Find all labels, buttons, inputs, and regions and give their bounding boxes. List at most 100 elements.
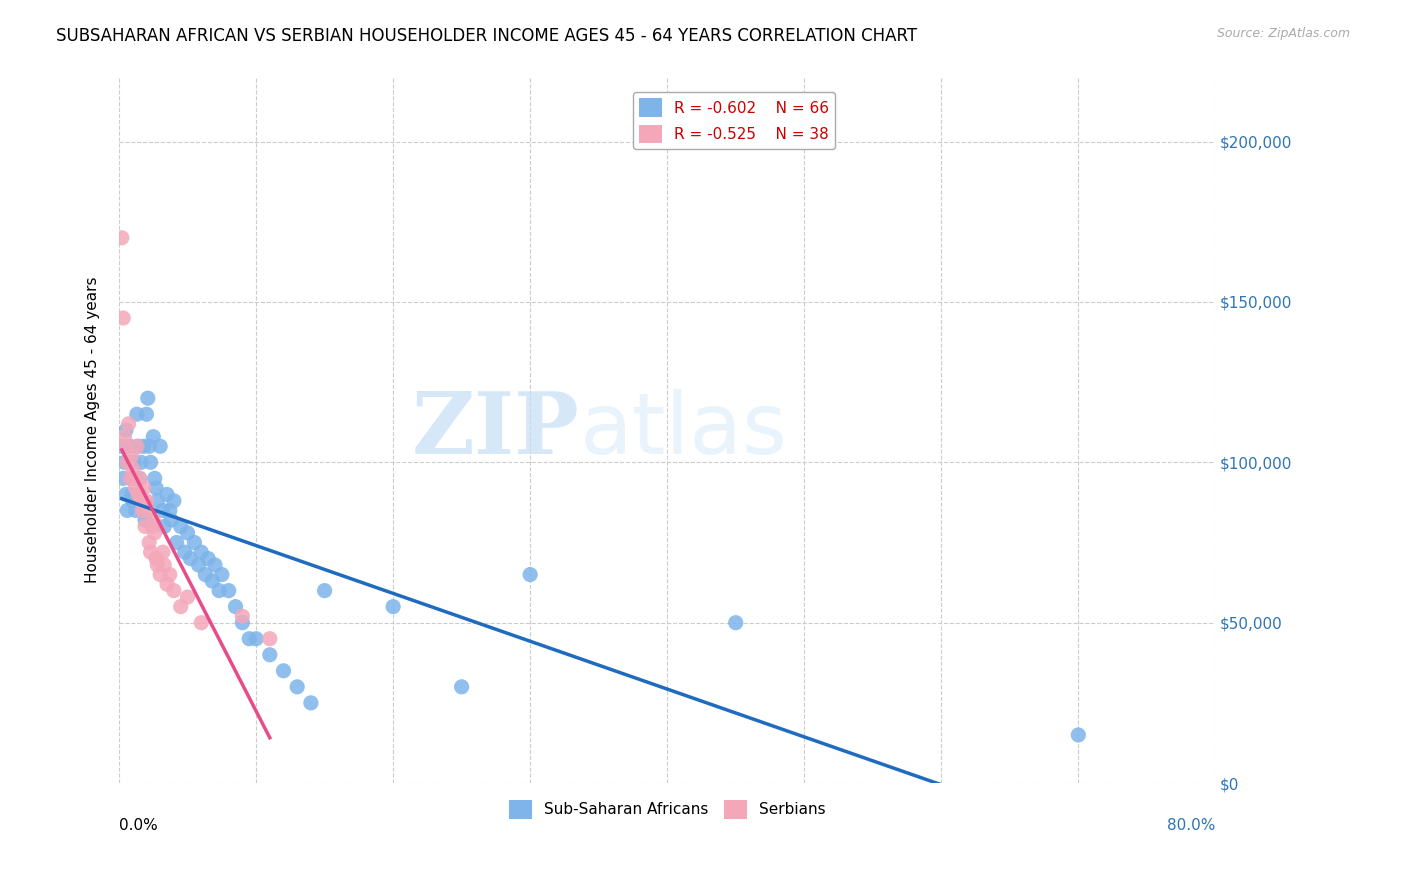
Y-axis label: Householder Income Ages 45 - 64 years: Householder Income Ages 45 - 64 years: [86, 277, 100, 583]
Point: [138, 439, 160, 453]
Point: [156, 577, 179, 591]
Point: [156, 487, 179, 501]
Point: [117, 455, 139, 469]
Point: [218, 583, 240, 598]
Point: [259, 632, 281, 646]
Point: [146, 493, 169, 508]
Point: [153, 519, 176, 533]
Point: [128, 471, 150, 485]
Point: [120, 449, 142, 463]
Point: [201, 574, 224, 588]
Point: [139, 545, 162, 559]
Point: [112, 471, 135, 485]
Point: [183, 535, 205, 549]
Point: [519, 567, 541, 582]
Point: [115, 487, 138, 501]
Point: [128, 487, 150, 501]
Point: [145, 481, 167, 495]
Point: [121, 493, 143, 508]
Point: [115, 423, 138, 437]
Text: ZIP: ZIP: [412, 388, 579, 472]
Point: [142, 430, 165, 444]
Text: Source: ZipAtlas.com: Source: ZipAtlas.com: [1216, 27, 1350, 40]
Point: [122, 455, 145, 469]
Point: [314, 583, 336, 598]
Point: [136, 391, 159, 405]
Point: [131, 503, 153, 517]
Text: SUBSAHARAN AFRICAN VS SERBIAN HOUSEHOLDER INCOME AGES 45 - 64 YEARS CORRELATION : SUBSAHARAN AFRICAN VS SERBIAN HOUSEHOLDE…: [56, 27, 917, 45]
Point: [160, 513, 183, 527]
Point: [124, 503, 146, 517]
Point: [173, 545, 195, 559]
Point: [118, 471, 141, 485]
Point: [121, 471, 143, 485]
Point: [115, 439, 138, 453]
Point: [450, 680, 472, 694]
Point: [141, 519, 163, 533]
Point: [117, 503, 139, 517]
Point: [159, 503, 181, 517]
Text: 80.0%: 80.0%: [1167, 818, 1215, 833]
Point: [152, 503, 174, 517]
Point: [125, 407, 148, 421]
Point: [124, 481, 146, 495]
Point: [259, 648, 281, 662]
Point: [132, 439, 155, 453]
Point: [163, 583, 186, 598]
Point: [299, 696, 322, 710]
Point: [194, 567, 217, 582]
Point: [138, 535, 160, 549]
Point: [225, 599, 247, 614]
Point: [149, 567, 172, 582]
Point: [245, 632, 267, 646]
Point: [208, 583, 231, 598]
Point: [149, 439, 172, 453]
Point: [166, 535, 188, 549]
Point: [120, 487, 142, 501]
Point: [136, 503, 159, 517]
Point: [152, 545, 174, 559]
Point: [139, 455, 162, 469]
Point: [1067, 728, 1090, 742]
Point: [134, 519, 156, 533]
Point: [111, 439, 134, 453]
Point: [285, 680, 308, 694]
Point: [128, 471, 150, 485]
Point: [382, 599, 405, 614]
Point: [231, 609, 253, 624]
Point: [125, 439, 148, 453]
Point: [724, 615, 747, 630]
Point: [187, 558, 209, 572]
Point: [153, 558, 176, 572]
Point: [129, 493, 152, 508]
Point: [127, 487, 149, 501]
Point: [129, 455, 152, 469]
Text: atlas: atlas: [579, 389, 787, 472]
Point: [176, 590, 198, 604]
Point: [135, 493, 157, 508]
Point: [163, 493, 186, 508]
Point: [122, 471, 145, 485]
Point: [134, 513, 156, 527]
Legend: Sub-Saharan Africans, Serbians: Sub-Saharan Africans, Serbians: [503, 794, 831, 825]
Point: [112, 310, 135, 325]
Point: [114, 430, 136, 444]
Point: [131, 493, 153, 508]
Point: [159, 567, 181, 582]
Text: 0.0%: 0.0%: [120, 818, 157, 833]
Point: [273, 664, 295, 678]
Point: [132, 481, 155, 495]
Point: [211, 567, 233, 582]
Point: [190, 545, 212, 559]
Point: [121, 461, 143, 475]
Point: [135, 407, 157, 421]
Point: [118, 439, 141, 453]
Point: [238, 632, 260, 646]
Point: [170, 599, 193, 614]
Point: [231, 615, 253, 630]
Point: [145, 551, 167, 566]
Point: [111, 231, 134, 245]
Point: [143, 525, 166, 540]
Point: [142, 513, 165, 527]
Point: [117, 417, 139, 431]
